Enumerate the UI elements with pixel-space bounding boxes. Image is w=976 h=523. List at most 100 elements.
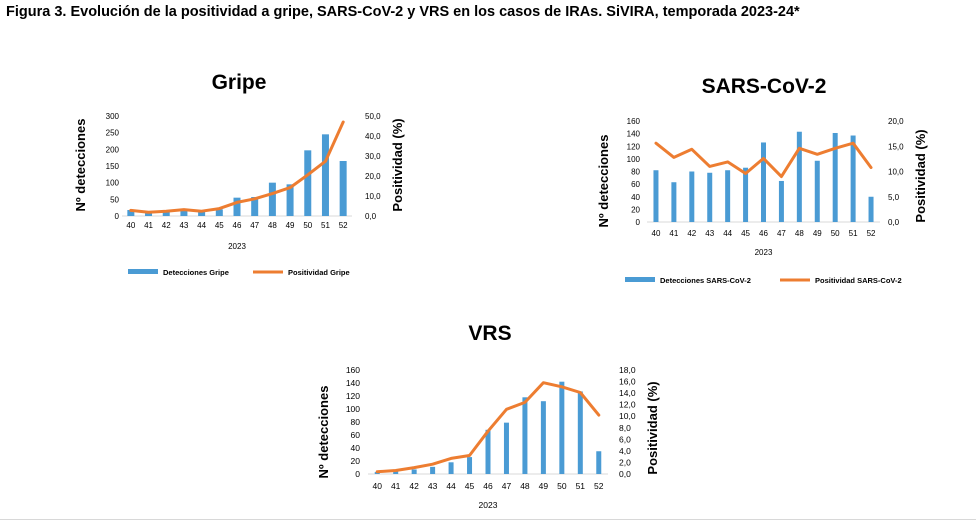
vrs-y-tick-label: 20 [351, 456, 361, 466]
gripe-y-axis-title: Nº detecciones [73, 119, 88, 212]
sars-y-right-tick-label: 10,0 [888, 168, 904, 177]
gripe-y-right-tick-label: 0,0 [365, 212, 377, 221]
sars-y-right-tick-label: 20,0 [888, 117, 904, 126]
gripe-bar-47 [251, 197, 259, 216]
sars-bar-48 [796, 131, 802, 222]
vrs-y-tick-label: 0 [355, 469, 360, 479]
sars-x-tick-label: 51 [849, 229, 858, 238]
vrs-y-tick-label: 60 [351, 430, 361, 440]
sars-bar-52 [868, 196, 874, 222]
vrs-y-tick-label: 40 [351, 443, 361, 453]
vrs-y-tick-label: 140 [346, 378, 360, 388]
gripe-bar-40 [127, 210, 135, 216]
sars-x-axis-title: 2023 [755, 248, 773, 257]
sars-y-right-tick-label: 5,0 [888, 193, 900, 202]
vrs-x-tick-label: 46 [483, 481, 493, 491]
sars-y-tick-label: 100 [627, 155, 641, 164]
sars-y-right-tick-label: 15,0 [888, 142, 904, 151]
vrs-bar-51 [577, 391, 583, 474]
vrs-y-right-tick-label: 10,0 [619, 411, 636, 421]
gripe-x-tick-label: 43 [179, 221, 188, 230]
sars-y-tick-label: 80 [631, 168, 640, 177]
vrs-x-tick-label: 44 [446, 481, 456, 491]
vrs-y-right-axis-title: Positividad (%) [645, 381, 660, 474]
sars-legend-line-label: Positividad SARS-CoV-2 [815, 276, 902, 285]
gripe-y-tick-label: 150 [106, 162, 120, 171]
sars-y-tick-label: 160 [627, 117, 641, 126]
vrs-x-tick-label: 52 [594, 481, 604, 491]
page-divider [0, 519, 976, 520]
vrs-x-tick-label: 50 [557, 481, 567, 491]
vrs-bar-44 [448, 462, 454, 474]
sars-y-tick-label: 0 [636, 218, 641, 227]
sars-x-tick-label: 46 [759, 229, 768, 238]
gripe-x-tick-label: 44 [197, 221, 206, 230]
sars-bar-41 [671, 182, 677, 222]
sars-bar-43 [707, 172, 713, 222]
gripe-x-tick-label: 49 [286, 221, 295, 230]
gripe-bar-48 [268, 182, 276, 216]
gripe-bar-43 [180, 210, 188, 216]
sars-legend-bar-label: Detecciones SARS-CoV-2 [660, 276, 751, 285]
gripe-y-tick-label: 50 [110, 195, 119, 204]
vrs-y-right-tick-label: 0,0 [619, 469, 631, 479]
sars-x-tick-label: 43 [705, 229, 714, 238]
gripe-bar-41 [145, 212, 153, 216]
vrs-x-tick-label: 43 [428, 481, 438, 491]
gripe-x-tick-label: 52 [339, 221, 348, 230]
gripe-x-tick-label: 51 [321, 221, 330, 230]
gripe-x-tick-label: 45 [215, 221, 224, 230]
vrs-x-tick-label: 45 [465, 481, 475, 491]
vrs-y-right-tick-label: 12,0 [619, 400, 636, 410]
vrs-y-axis-title: Nº detecciones [316, 386, 331, 479]
sars-y-right-axis-title: Positividad (%) [913, 129, 928, 222]
gripe-x-tick-label: 46 [233, 221, 242, 230]
sars-legend-bar-swatch [625, 277, 655, 282]
sars-chart-title: SARS-CoV-2 [701, 75, 827, 98]
vrs-y-right-tick-label: 16,0 [619, 377, 636, 387]
vrs-x-tick-label: 49 [539, 481, 549, 491]
figure-title: Figura 3. Evolución de la positividad a … [6, 4, 800, 20]
vrs-bar-45 [467, 457, 473, 474]
sars-bar-45 [743, 167, 749, 222]
sars-y-tick-label: 40 [631, 193, 640, 202]
vrs-bar-49 [540, 401, 546, 474]
sars-bar-46 [761, 142, 766, 222]
vrs-bar-41 [393, 471, 399, 474]
sars-y-tick-label: 120 [627, 142, 641, 151]
vrs-x-tick-label: 47 [502, 481, 512, 491]
gripe-y-tick-label: 0 [115, 212, 120, 221]
sars-bar-51 [850, 135, 856, 222]
gripe-x-tick-label: 42 [162, 221, 171, 230]
gripe-y-tick-label: 200 [106, 145, 120, 154]
gripe-bar-52 [339, 161, 347, 216]
vrs-y-tick-label: 160 [346, 365, 360, 375]
sars-bar-40 [653, 170, 659, 222]
sars-bar-44 [725, 170, 731, 222]
sars-x-tick-label: 45 [741, 229, 750, 238]
gripe-y-tick-label: 300 [106, 112, 120, 121]
vrs-y-right-tick-label: 18,0 [619, 365, 636, 375]
vrs-y-right-tick-label: 4,0 [619, 446, 631, 456]
vrs-bar-46 [485, 429, 491, 474]
gripe-bar-46 [233, 197, 241, 216]
sars-x-tick-label: 50 [831, 229, 840, 238]
gripe-chart-title: Gripe [211, 71, 267, 94]
vrs-bar-47 [503, 422, 509, 474]
vrs-chart-title: VRS [468, 322, 512, 345]
gripe-legend-line-label: Positividad Gripe [288, 268, 350, 277]
gripe-x-axis-title: 2023 [228, 242, 246, 251]
vrs-x-tick-label: 40 [372, 481, 382, 491]
vrs-y-tick-label: 100 [346, 404, 360, 414]
gripe-x-tick-label: 50 [303, 221, 312, 230]
sars-bar-47 [778, 180, 784, 222]
sars-bar-49 [814, 160, 820, 222]
gripe-y-right-axis-title: Positividad (%) [390, 118, 405, 211]
sars-x-tick-label: 44 [723, 229, 732, 238]
sars-y-axis-title: Nº detecciones [596, 135, 611, 228]
gripe-legend-bar-swatch [128, 269, 158, 274]
gripe-x-tick-label: 48 [268, 221, 277, 230]
